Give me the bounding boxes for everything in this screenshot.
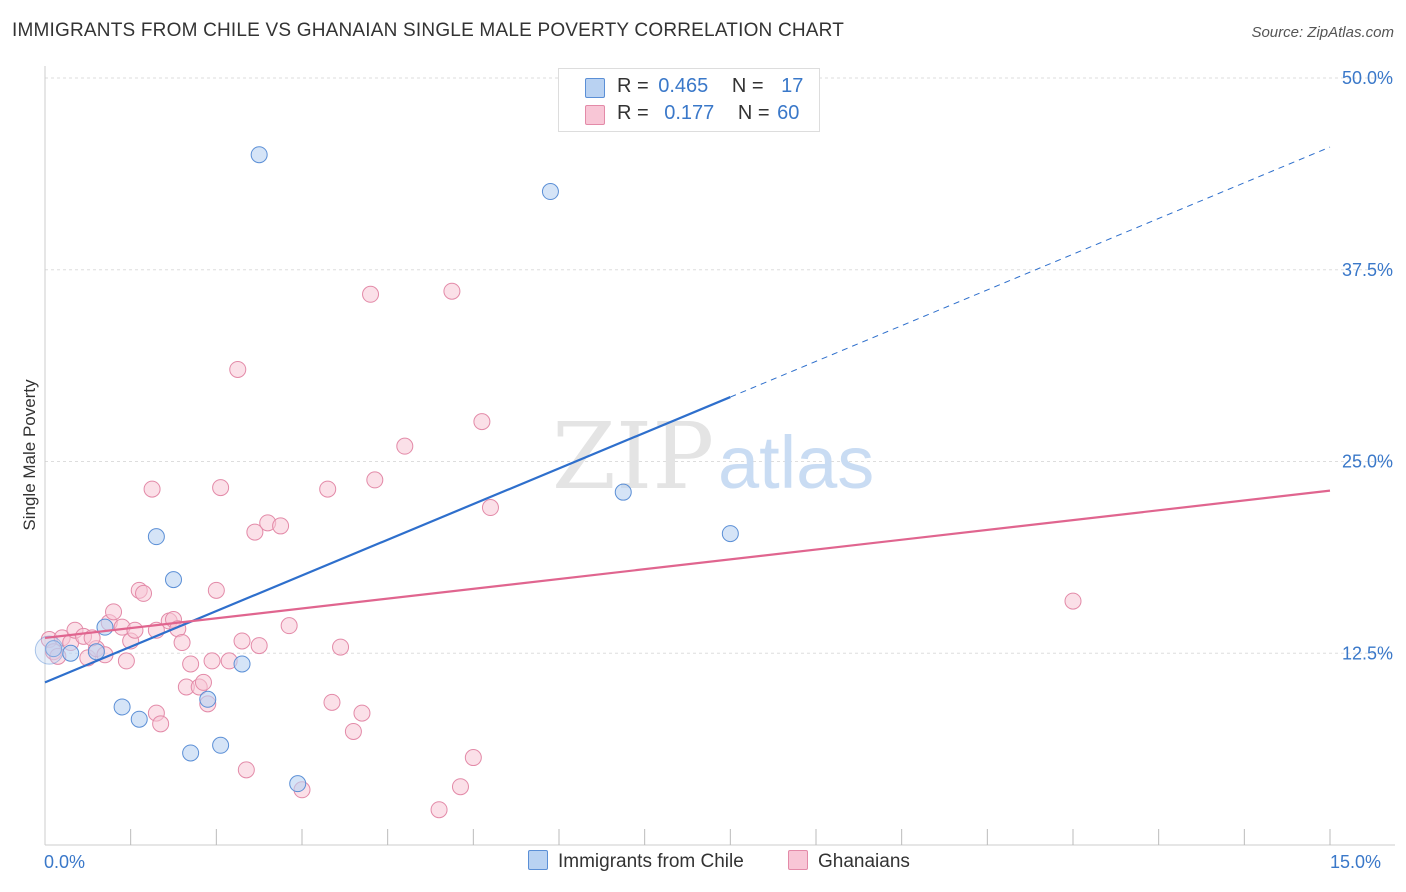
ghana-point <box>473 413 491 431</box>
ghana-point <box>203 652 221 670</box>
chile-trend-extension <box>730 146 1331 398</box>
chile-point <box>721 525 739 543</box>
ghana-point <box>143 480 161 498</box>
chile-point <box>212 736 230 754</box>
ghana-point <box>451 778 469 796</box>
chile-point <box>182 744 200 762</box>
ghana-point <box>173 634 191 652</box>
ghana-point <box>1064 592 1082 610</box>
correlation-legend: R = 0.465 N = 17 R = 0.177 N = 60 <box>558 68 820 132</box>
trend-lines <box>44 146 1331 684</box>
y-tick-label: 37.5% <box>1342 260 1393 280</box>
chile-trend-line <box>44 396 731 684</box>
ghana-point <box>443 282 461 300</box>
r-value: 0.177 <box>664 102 715 124</box>
ghana-point <box>246 523 264 541</box>
ghana-point <box>135 584 153 602</box>
ghana-point <box>272 517 290 535</box>
ghana-trend-line <box>44 489 1331 640</box>
n-value: 60 <box>777 102 800 124</box>
source-label: Source: ZipAtlas.com <box>1251 24 1394 41</box>
ghana-point <box>152 715 170 733</box>
ghana-point <box>194 673 212 691</box>
ghana-point <box>332 638 350 656</box>
n-label: N = <box>731 75 764 97</box>
ghana-point <box>481 499 499 517</box>
ghana-point <box>353 704 371 722</box>
ghana-point <box>344 722 362 740</box>
chile-point <box>87 643 105 661</box>
x-tick-label-max: 15.0% <box>1330 852 1382 872</box>
watermark-zip: ZIP <box>552 403 714 510</box>
y-tick-label: 25.0% <box>1342 452 1393 472</box>
watermark: ZIP atlas <box>552 403 874 510</box>
ghana-point <box>117 652 135 670</box>
ghana-swatch <box>788 850 808 870</box>
r-label: R = <box>617 102 649 124</box>
axes <box>44 66 1395 846</box>
chile-point <box>199 690 217 708</box>
ghana-point <box>430 801 448 819</box>
y-tick-label: 50.0% <box>1342 68 1393 88</box>
ghana-point <box>319 480 337 498</box>
ghana-point <box>464 749 482 767</box>
ghana-point <box>229 360 247 378</box>
chile-point <box>62 644 80 662</box>
series-name-chile: Immigrants from Chile <box>558 851 744 872</box>
chile-points <box>34 146 739 793</box>
ghana-point <box>126 621 144 639</box>
chile-swatch <box>528 850 548 870</box>
chile-point <box>250 146 268 164</box>
x-tick-label-min: 0.0% <box>44 852 86 872</box>
n-label: N = <box>737 102 770 124</box>
chile-point <box>45 640 63 658</box>
chile-point <box>113 698 131 716</box>
watermark-atlas: atlas <box>718 421 874 504</box>
ghana-point <box>396 437 414 455</box>
ghana-point <box>280 617 298 635</box>
bottom-legend-chile: Immigrants from Chile <box>528 850 744 873</box>
chile-point <box>614 483 632 501</box>
ghana-point <box>250 637 268 655</box>
chile-point <box>147 528 165 546</box>
chile-point <box>233 655 251 673</box>
ghana-point <box>105 603 123 621</box>
ghana-point <box>182 655 200 673</box>
chile-point <box>541 183 559 201</box>
chart-title: IMMIGRANTS FROM CHILE VS GHANAIAN SINGLE… <box>12 20 845 41</box>
y-tick-labels: 12.5% 25.0% 37.5% 50.0% <box>1342 68 1393 663</box>
y-tick-label: 12.5% <box>1342 643 1393 663</box>
chile-point <box>289 775 307 793</box>
ghana-point <box>212 479 230 497</box>
series-name-ghana: Ghanaians <box>818 851 910 872</box>
ghana-point <box>362 285 380 303</box>
chile-point <box>130 710 148 728</box>
ghana-point <box>207 581 225 599</box>
bottom-legend-ghana: Ghanaians <box>788 850 910 873</box>
r-label: R = <box>617 75 649 97</box>
ghana-swatch <box>585 105 605 125</box>
ghanaians-points <box>40 282 1082 819</box>
ghana-point <box>323 693 341 711</box>
ghana-point <box>237 761 255 779</box>
chile-point <box>34 635 64 665</box>
ghana-point <box>233 632 251 650</box>
n-value: 17 <box>781 75 804 97</box>
chile-swatch <box>585 78 605 98</box>
gridlines <box>45 77 1395 654</box>
chile-point <box>165 571 182 589</box>
ghana-point <box>366 471 384 489</box>
r-value: 0.465 <box>658 75 709 97</box>
